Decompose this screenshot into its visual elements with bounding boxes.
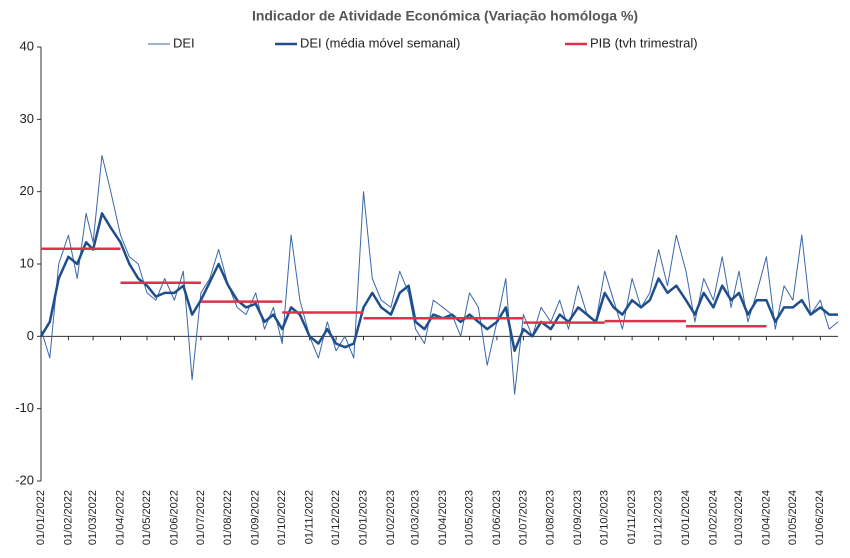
x-tick-label: 01/02/2024 — [707, 490, 719, 545]
x-tick-label: 01/03/2023 — [410, 490, 422, 545]
chart-title: Indicador de Atividade Económica (Variaç… — [252, 8, 638, 24]
legend-label: PIB (tvh trimestral) — [590, 35, 698, 50]
x-tick-label: 01/04/2024 — [760, 490, 772, 545]
x-tick-label: 01/10/2022 — [276, 490, 288, 545]
y-tick-label: 0 — [27, 328, 34, 343]
x-tick-label: 01/06/2024 — [814, 490, 826, 545]
x-tick-label: 01/03/2022 — [87, 490, 99, 545]
y-tick-label: -10 — [15, 400, 34, 415]
x-tick-label: 01/05/2022 — [141, 490, 153, 545]
y-tick-label: -20 — [15, 472, 34, 487]
y-tick-label: 30 — [20, 111, 34, 126]
x-tick-label: 01/05/2023 — [463, 490, 475, 545]
legend-label: DEI — [173, 35, 195, 50]
x-tick-label: 01/01/2024 — [680, 490, 692, 545]
x-tick-label: 01/07/2022 — [195, 490, 207, 545]
x-tick-label: 01/10/2023 — [599, 490, 611, 545]
x-tick-label: 01/04/2022 — [114, 490, 126, 545]
series-line — [39, 212, 838, 353]
x-tick-label: 01/11/2023 — [626, 490, 638, 544]
x-tick-label: 01/09/2022 — [250, 490, 262, 545]
x-tick-label: 01/12/2022 — [330, 490, 342, 545]
x-tick-label: 01/05/2024 — [787, 490, 799, 545]
x-tick-label: 01/01/2022 — [35, 490, 47, 545]
y-tick-label: 20 — [20, 183, 34, 198]
x-tick-label: 01/11/2022 — [304, 490, 316, 544]
series-line — [40, 155, 839, 395]
legend-label: DEI (média móvel semanal) — [300, 35, 460, 50]
x-tick-label: 01/06/2022 — [168, 490, 180, 545]
x-tick-label: 01/04/2023 — [437, 490, 449, 545]
x-tick-label: 01/08/2022 — [222, 490, 234, 545]
x-tick-label: 01/07/2023 — [517, 490, 529, 545]
x-tick-label: 01/02/2023 — [385, 490, 397, 545]
x-tick-label: 01/08/2023 — [545, 490, 557, 545]
x-tick-label: 01/03/2024 — [733, 490, 745, 545]
x-tick-label: 01/01/2023 — [357, 490, 369, 545]
x-tick-label: 01/12/2023 — [653, 490, 665, 545]
x-tick-label: 01/09/2023 — [572, 490, 584, 545]
x-tick-label: 01/06/2023 — [491, 490, 503, 545]
y-tick-label: 10 — [20, 255, 34, 270]
y-tick-label: 40 — [20, 38, 34, 53]
x-tick-label: 01/02/2022 — [62, 490, 74, 545]
